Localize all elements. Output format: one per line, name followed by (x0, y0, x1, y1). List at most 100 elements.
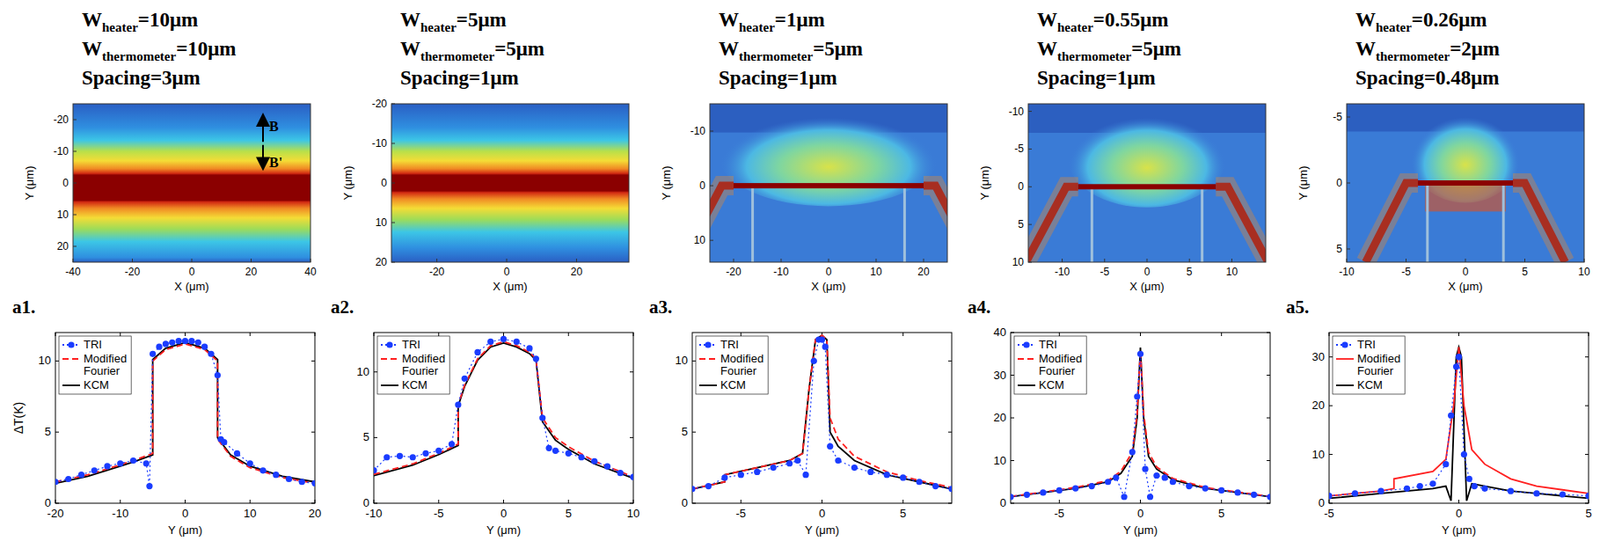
data-point (1447, 412, 1454, 419)
tick-label: 0 (1017, 180, 1024, 193)
tick-label: -5 (736, 506, 747, 520)
header-text: W (718, 8, 739, 31)
legend-label: ModifiedFourier (1038, 351, 1082, 378)
tick-label: 5 (1585, 506, 1592, 520)
axis-title: Y (μm) (22, 165, 37, 200)
tick-label: 0 (1336, 176, 1343, 190)
tick (55, 431, 59, 433)
series-line (1329, 347, 1589, 502)
tick-label: 0 (825, 265, 833, 278)
data-point (1039, 489, 1046, 496)
tick (55, 503, 59, 505)
tick (311, 431, 315, 433)
series-line (692, 335, 952, 490)
panel-header: Wthermometer=5μm (1037, 37, 1182, 64)
legend-label-line: Modified (401, 351, 446, 366)
tick (1588, 499, 1590, 504)
image-frame (1028, 103, 1266, 263)
panel-header: Wthermometer=10μm (81, 37, 236, 64)
tick (740, 332, 742, 337)
tick-label: -10 (1054, 265, 1071, 278)
data-point (591, 458, 598, 465)
tick-label: 40 (993, 325, 1007, 339)
tick-label: 0 (62, 176, 69, 190)
header-text: Spacing=1μm (1037, 66, 1156, 89)
data-point (533, 355, 540, 362)
tick (438, 332, 439, 337)
plot-area (55, 337, 315, 490)
header-text: Spacing=3μm (81, 66, 201, 89)
tick (1266, 460, 1271, 461)
legend-label: KCM (720, 378, 746, 392)
header-text: =5μm (494, 37, 545, 60)
series-line (373, 343, 634, 479)
data-point (1533, 489, 1540, 497)
tick-label: 30 (1312, 350, 1325, 364)
data-point (604, 463, 611, 470)
data-point (867, 468, 874, 475)
tick-label: -10 (53, 145, 70, 158)
data-point (500, 336, 507, 343)
data-point (1403, 485, 1411, 492)
legend-line (380, 384, 399, 387)
legend-line (699, 357, 717, 360)
data-point (786, 460, 793, 467)
data-point (201, 343, 208, 351)
legend-marker (67, 341, 74, 348)
tick (1346, 248, 1351, 250)
legend-label-line: Fourier (720, 364, 758, 378)
tick-label: 0 (699, 179, 706, 192)
data-point (539, 414, 546, 421)
legend-label-line: TRI (1357, 337, 1376, 351)
series-line (1010, 353, 1271, 497)
tick-label: -20 (53, 113, 70, 126)
legend-label: ModifiedFourier (83, 351, 127, 378)
data-point (182, 337, 189, 344)
data-point (1056, 487, 1063, 494)
tick-label: -20 (124, 265, 141, 278)
data-point (247, 460, 254, 467)
tick (821, 499, 823, 504)
data-point (1161, 474, 1169, 481)
legend-label-line: Fourier (1357, 364, 1395, 378)
data-point (834, 457, 841, 464)
tick (1585, 453, 1589, 455)
tick (876, 258, 877, 263)
tick-label: 10 (1226, 265, 1239, 278)
tick (692, 503, 696, 505)
tick (828, 258, 830, 263)
tick (902, 332, 904, 337)
data-point (1104, 478, 1111, 485)
annotation: B (269, 118, 279, 134)
header-text: W (400, 37, 421, 60)
thermometer (1090, 186, 1094, 263)
axis-title: Y (μm) (978, 165, 992, 200)
tick-label: 5 (1336, 242, 1343, 256)
data-point (168, 339, 176, 346)
series-line (692, 339, 952, 490)
data-point (948, 485, 952, 492)
lead-glow (709, 185, 734, 263)
panel-header: Wheater=10μm (81, 8, 198, 35)
lead (1512, 182, 1565, 263)
tick (1346, 258, 1348, 263)
legend-marker (1341, 341, 1348, 348)
data-point (1585, 492, 1589, 499)
thermal-bands (73, 103, 311, 263)
data-point (91, 467, 98, 474)
panel-header: Spacing=1μm (400, 66, 519, 89)
data-point (1250, 491, 1257, 498)
header-text: W (1037, 37, 1058, 60)
lead (709, 185, 734, 263)
tick (633, 332, 635, 337)
header-text: Spacing=1μm (718, 66, 838, 89)
tick-label: 5 (1186, 265, 1193, 278)
legend-label: TRI (83, 337, 103, 351)
plot-area (692, 335, 952, 492)
image-frame (709, 103, 948, 263)
tick (709, 240, 714, 242)
tick (250, 258, 252, 263)
thermal-background (1346, 103, 1585, 263)
tick (1147, 258, 1148, 263)
tick-label: 10 (694, 233, 707, 247)
